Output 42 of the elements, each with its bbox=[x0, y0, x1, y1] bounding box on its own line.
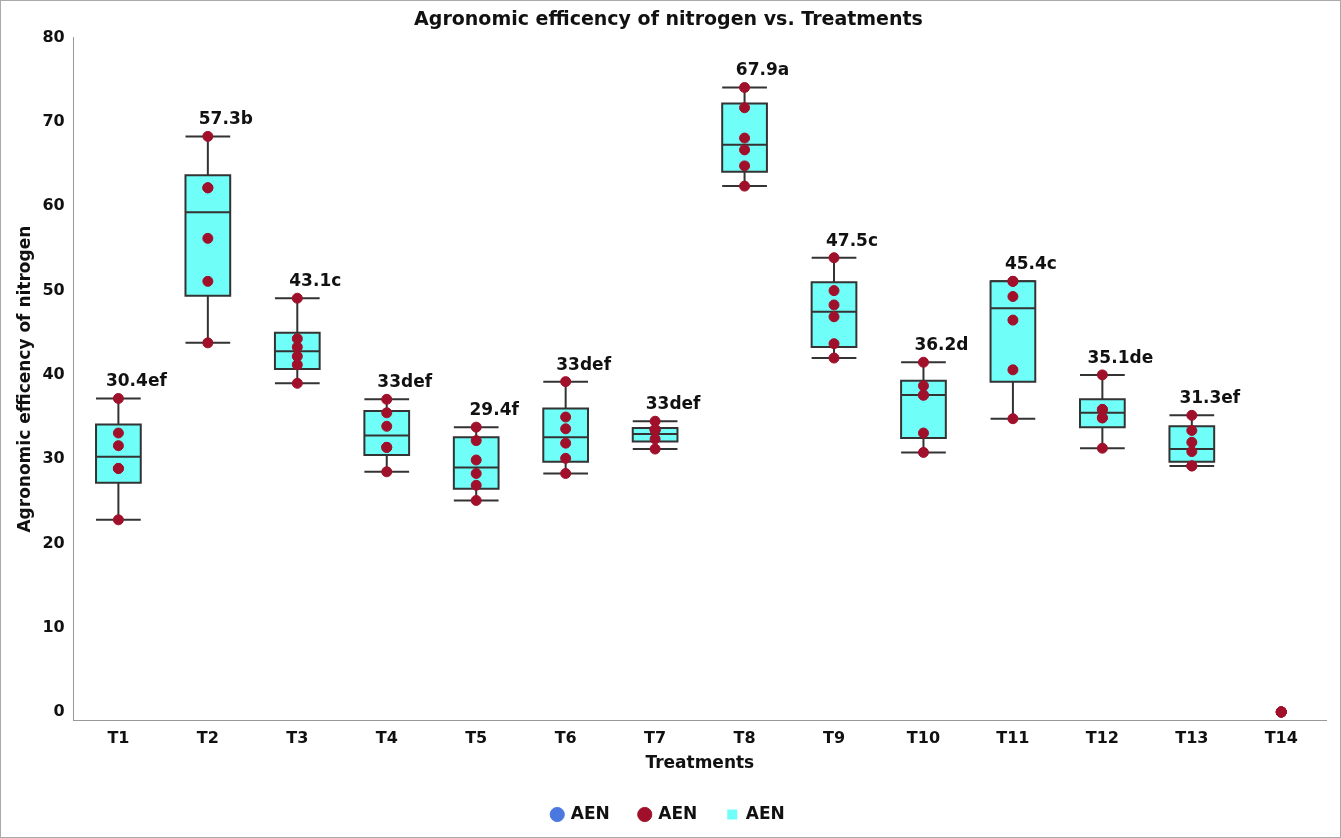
annotation: 29.4f bbox=[469, 399, 520, 420]
y-tick-label: 0 bbox=[53, 701, 65, 721]
annotation: 33def bbox=[556, 353, 612, 374]
chart-title: Agronomic efficency of nitrogen vs. Treatments bbox=[414, 7, 923, 30]
y-tick-label: 30 bbox=[42, 448, 65, 468]
annotation: 47.5c bbox=[826, 229, 879, 250]
x-tick-label: T14 bbox=[1264, 728, 1298, 748]
x-tick-label: T8 bbox=[733, 728, 756, 748]
x-tick-label: T10 bbox=[906, 728, 941, 748]
x-tick-label: T11 bbox=[996, 728, 1030, 748]
annotation: 57.3b bbox=[198, 108, 253, 129]
legend-label: AEN bbox=[658, 802, 698, 823]
x-tick-label: T9 bbox=[822, 728, 846, 748]
annotation: 36.2d bbox=[914, 334, 969, 355]
y-tick-label: 20 bbox=[42, 532, 65, 552]
annotation: 43.1c bbox=[289, 270, 342, 291]
annotation: 30.4ef bbox=[105, 370, 168, 391]
x-tick-label: T2 bbox=[196, 728, 219, 748]
x-tick-label: T3 bbox=[286, 728, 309, 748]
x-tick-label: T12 bbox=[1085, 728, 1119, 748]
legend-label: AEN bbox=[570, 802, 610, 823]
y-tick-label: 60 bbox=[42, 195, 65, 215]
annotation: 45.4c bbox=[1004, 253, 1057, 274]
x-tick-label: T6 bbox=[554, 728, 577, 748]
annotation: 33def bbox=[645, 393, 702, 414]
y-tick-label: 40 bbox=[42, 364, 65, 384]
x-tick-label: T5 bbox=[465, 728, 488, 748]
x-tick-label: T4 bbox=[375, 728, 398, 748]
legend-label: AEN bbox=[745, 802, 785, 823]
x-axis-title: Treatments bbox=[645, 752, 755, 773]
y-tick-label: 10 bbox=[42, 616, 65, 636]
x-tick-label: T1 bbox=[107, 728, 130, 748]
annotation: 33def bbox=[377, 371, 433, 392]
x-tick-label: T7 bbox=[644, 728, 667, 748]
y-tick-label: 50 bbox=[42, 279, 65, 299]
y-axis-title: Agronomic efficency of nitrogen bbox=[13, 225, 34, 533]
annotation: 67.9a bbox=[735, 59, 790, 80]
y-tick-label: 70 bbox=[42, 111, 65, 131]
annotation: 31.3ef bbox=[1179, 387, 1241, 408]
annotation: 35.1de bbox=[1087, 346, 1154, 367]
x-tick-label: T13 bbox=[1175, 728, 1209, 748]
y-tick-label: 80 bbox=[42, 26, 65, 46]
